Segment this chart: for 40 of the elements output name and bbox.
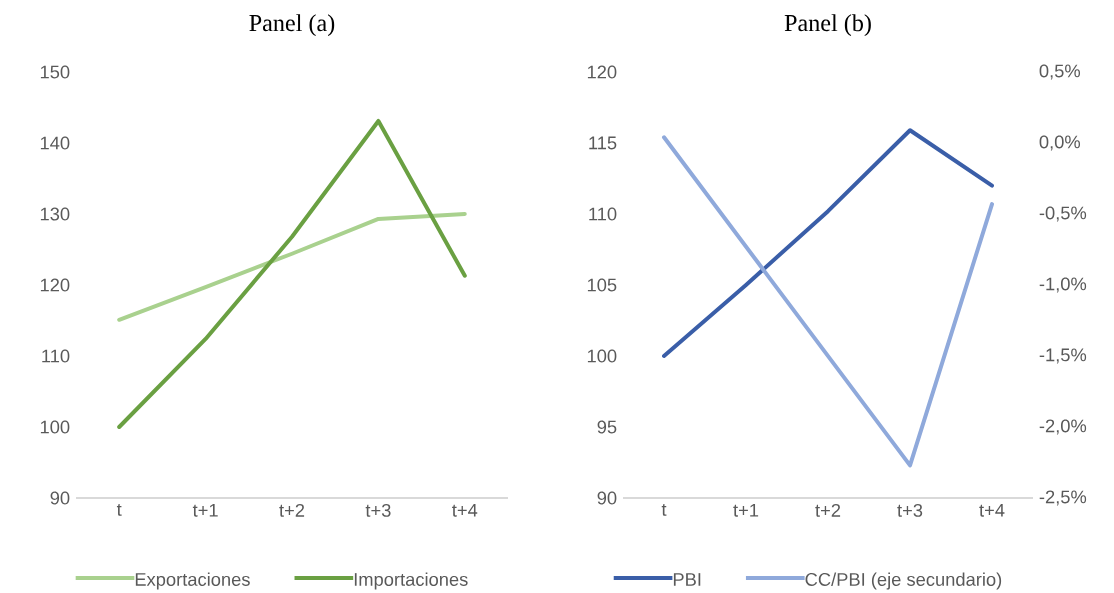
x-tick-label: t+2 [815,503,841,517]
y-tick-label: 120 [587,65,617,79]
y2-tick-label: -1,0% [1039,277,1087,293]
y-tick-label: 95 [597,420,617,434]
y-tick-label: 105 [587,278,617,292]
chart-title: Panel (a) [249,14,335,37]
y-tick-label: 120 [40,278,70,292]
y2-tick-label: -2,0% [1039,419,1087,435]
x-tick-label: t+1 [733,503,759,517]
legend-label: PBI [673,573,701,586]
x-tick-label: t+4 [979,503,1005,517]
line-series [117,118,467,429]
legend-label: Importaciones [354,572,468,590]
x-tick-label: t+2 [279,503,305,517]
legend-label: CC/PBI (eje secundario) [805,572,1002,590]
y-tick-label: 130 [40,207,70,221]
legend-label: Exportaciones [135,572,250,590]
x-tick-label: t [661,503,667,516]
y2-tick-label: 0,0% [1039,135,1081,151]
x-tick-label: t+4 [452,503,478,517]
y2-tick-label: -2,5% [1039,490,1087,506]
chart-title: Panel (b) [784,14,871,37]
y-tick-label: 110 [42,349,70,363]
y2-tick-label: 0,5% [1039,64,1081,80]
y-tick-label: 90 [50,491,70,505]
y-tick-label: 100 [40,420,70,434]
x-tick-label: t+1 [192,503,218,517]
y2-tick-label: -1,5% [1039,348,1087,364]
y-tick-label: 150 [40,65,70,79]
x-tick-label: t+3 [365,503,391,517]
y-tick-label: 100 [587,349,617,363]
line-series [117,212,467,322]
line-series [662,128,995,358]
y2-tick-label: -0,5% [1039,206,1087,222]
y-tick-label: 110 [589,207,617,221]
x-tick-label: t+3 [897,503,923,517]
x-tick-label: t [116,503,122,516]
y-tick-label: 90 [597,491,617,505]
y-tick-label: 140 [40,136,70,150]
y-tick-label: 115 [589,136,617,150]
